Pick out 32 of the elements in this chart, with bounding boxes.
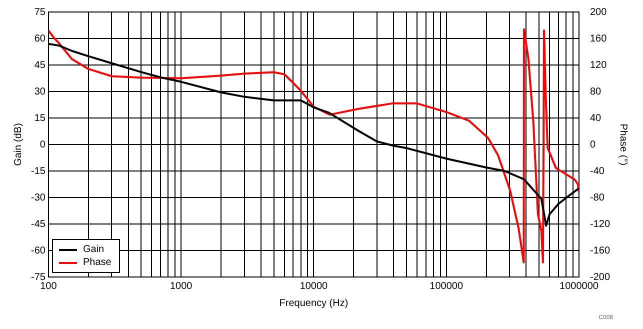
x-tick-label: 100 (40, 280, 58, 292)
y2-tick-label: 120 (590, 60, 608, 71)
y2-tick-label: 200 (590, 6, 608, 18)
y2-tick-label: -80 (590, 192, 605, 204)
legend-label: Gain (83, 243, 104, 256)
y-tick-label: -30 (31, 192, 46, 204)
y2-tick-label: -40 (590, 166, 605, 177)
y-tick-label: -45 (31, 218, 46, 230)
y-axis-title: Gain (dB) (12, 123, 24, 166)
y2-tick-label: 80 (590, 86, 602, 98)
x-tick-label: 1000 (170, 280, 193, 292)
y-tick-label: 30 (34, 86, 46, 98)
x-tick-label: 10000 (300, 280, 328, 292)
y-tick-label: -60 (31, 245, 46, 256)
y-tick-label: 60 (34, 33, 46, 44)
y-tick-label: -15 (31, 166, 46, 177)
y2-tick-label: -200 (590, 272, 610, 283)
x-axis-title: Frequency (Hz) (279, 298, 348, 309)
y2-axis-title: Phase (°) (617, 124, 628, 166)
y2-tick-label: 160 (590, 33, 608, 44)
y2-tick-label: -120 (590, 218, 610, 230)
y2-tick-label: 0 (590, 139, 596, 150)
x-tick-label: 100000 (430, 280, 464, 292)
x-tick-label: 1000000 (560, 280, 599, 292)
legend-label: Phase (83, 256, 112, 269)
y-tick-label: 15 (34, 112, 46, 124)
y-tick-label: 0 (40, 139, 46, 150)
y2-tick-label: 40 (590, 112, 602, 124)
y-tick-label: -75 (31, 272, 46, 283)
y-tick-label: 45 (34, 60, 46, 71)
y-tick-label: 75 (34, 6, 46, 18)
y2-tick-label: -160 (590, 245, 610, 256)
